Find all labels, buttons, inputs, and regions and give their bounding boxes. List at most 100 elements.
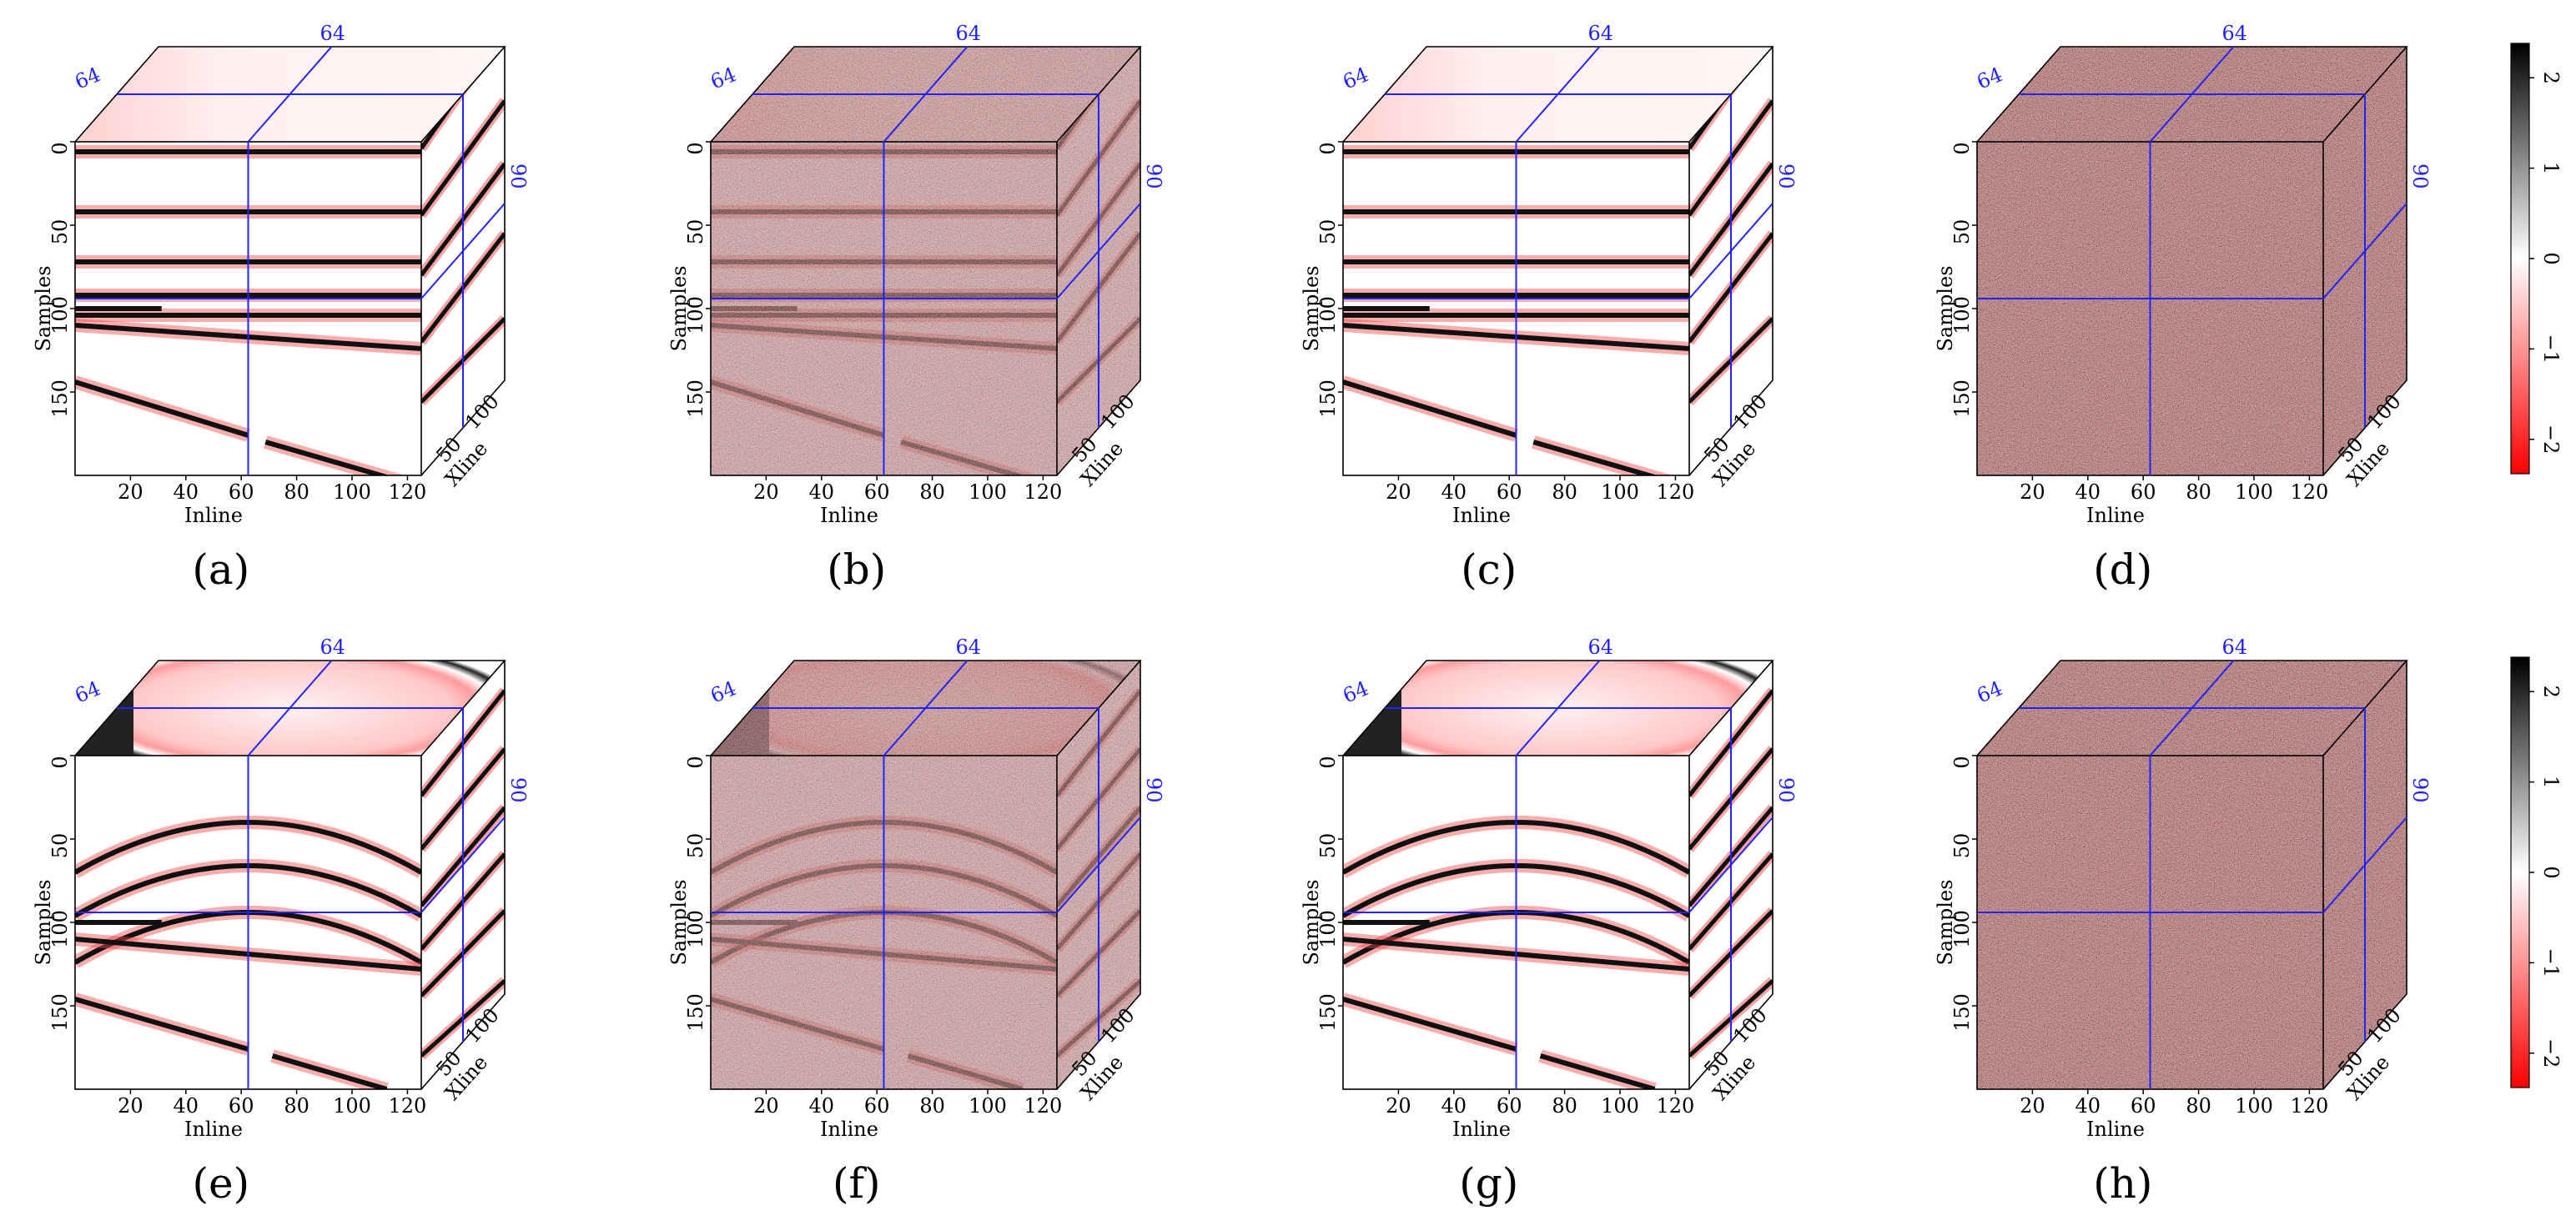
inline-tick: 60	[1497, 1094, 1522, 1118]
slice-xline-label: 64	[707, 63, 740, 93]
inline-tick: 120	[388, 480, 426, 504]
panel-label: (a)	[192, 545, 249, 594]
inline-tick: 80	[2186, 480, 2211, 504]
inline-tick: 80	[284, 480, 309, 504]
inline-axis-label: Inline	[1452, 504, 1511, 527]
samples-slice-side	[1056, 816, 1141, 913]
colorbar-tick: −1	[2539, 334, 2563, 364]
inline-tick: 40	[174, 1094, 199, 1118]
samples-tick: 50	[1950, 219, 1974, 245]
samples-axis-label: Samples	[1934, 265, 1957, 351]
samples-tick: 100	[48, 296, 72, 334]
colorbar-tick: 1	[2539, 162, 2563, 174]
inline-tick: 120	[1656, 480, 1694, 504]
samples-tick: 0	[1316, 142, 1340, 154]
inline-tick: 20	[1386, 1094, 1411, 1118]
side-frame	[420, 47, 506, 476]
inline-tick: 80	[919, 1094, 945, 1118]
samples-slice-side	[420, 203, 506, 299]
side-frame	[420, 661, 506, 1090]
colorbar-tick: −2	[2539, 1038, 2563, 1068]
inline-tick: 60	[864, 480, 890, 504]
slice-inline-label: 64	[1588, 636, 1614, 659]
inline-tick: 60	[1497, 480, 1522, 504]
samples-tick: 100	[48, 910, 72, 948]
slice-inline-label: 64	[320, 636, 346, 659]
samples-tick: 150	[48, 379, 72, 418]
inline-tick: 100	[969, 1094, 1007, 1118]
front-event	[271, 1053, 388, 1089]
panel-d: 64 64 90 0 50 100 150 Samples 20 40 60 80 100 120 Inli…	[1934, 22, 2432, 594]
inline-tick: 100	[2235, 1094, 2273, 1118]
samples-tick: 100	[1950, 296, 1974, 334]
inline-axis-label: Inline	[2086, 1118, 2145, 1141]
front-event	[75, 379, 249, 438]
slice-xline-label: 64	[72, 63, 104, 93]
inline-tick: 80	[2186, 1094, 2211, 1118]
side-frame	[2322, 661, 2407, 1090]
inline-tick: 100	[1601, 1094, 1639, 1118]
colorbar-tick: 2	[2539, 686, 2563, 698]
panel-h: 64 64 90 0 50 100 150 Samples 20 40 60 80 100 120 Inli…	[1934, 636, 2432, 1208]
samples-tick: 100	[1950, 910, 1974, 948]
inline-axis-label: Inline	[2086, 504, 2145, 527]
samples-tick: 150	[684, 993, 707, 1032]
side-frame	[1056, 47, 1141, 476]
slice-xline-label: 64	[707, 676, 740, 707]
side-frame	[1688, 47, 1774, 476]
samples-tick: 50	[48, 833, 72, 859]
slice-xline-label: 64	[1340, 676, 1372, 707]
samples-tick: 50	[684, 219, 707, 245]
slice-samples-label: 90	[1774, 777, 1798, 803]
samples-axis-label: Samples	[1300, 879, 1323, 965]
inline-tick: 100	[333, 480, 371, 504]
side-frame	[2322, 47, 2407, 476]
inline-tick: 20	[753, 1094, 779, 1118]
slice-inline-label: 64	[1588, 22, 1614, 45]
slice-samples-label: 90	[1142, 163, 1165, 189]
colorbar-tick: 1	[2539, 776, 2563, 788]
inline-tick: 100	[969, 480, 1007, 504]
inline-tick: 40	[809, 480, 835, 504]
samples-slice-side	[1688, 816, 1774, 913]
samples-slice-side	[2322, 816, 2407, 913]
panel-g: 64 64 90 0 50 100 150 Samples 20 40 60 80 100 120 Inli…	[1300, 636, 1798, 1208]
slice-samples-label: 90	[2408, 163, 2432, 189]
samples-tick: 0	[1950, 142, 1974, 154]
panel-c: 64 64 90 0 50 100 150 Samples 20 40 60 80 100 120 Inli…	[1300, 22, 1798, 594]
panel-label: (b)	[827, 545, 886, 594]
slice-inline-label: 64	[956, 22, 982, 45]
slice-lines	[1977, 46, 2407, 475]
slice-inline-label: 64	[956, 636, 982, 659]
panel-label: (g)	[1459, 1159, 1518, 1208]
front-event	[1343, 379, 1517, 438]
samples-slice-side	[2322, 203, 2407, 299]
inline-tick: 120	[2290, 1094, 2328, 1118]
slice-inline-label: 64	[320, 22, 346, 45]
inline-tick: 20	[118, 480, 143, 504]
colorbar-tick: 2	[2539, 72, 2563, 84]
colorbar-tick: 0	[2539, 252, 2563, 264]
inline-tick: 80	[1552, 480, 1577, 504]
inline-axis-label: Inline	[820, 1118, 878, 1141]
colorbar-1: 2 1 0 −1 −2	[2510, 43, 2563, 475]
inline-tick: 80	[284, 1094, 309, 1118]
inline-tick: 40	[2075, 1094, 2101, 1118]
panel-e: 64 64 90 0 50 100 150 Samples 20 40 60 80 100 120 Inli…	[32, 636, 530, 1208]
inline-tick: 40	[1441, 1094, 1467, 1118]
slice-samples-label: 90	[2408, 777, 2432, 803]
slice-inline-label: 64	[2222, 22, 2248, 45]
inline-tick: 80	[1552, 1094, 1577, 1118]
samples-tick: 150	[1950, 993, 1974, 1032]
inline-tick: 20	[2020, 480, 2045, 504]
inline-tick: 100	[2235, 480, 2273, 504]
inline-tick: 60	[2131, 1094, 2156, 1118]
inline-axis-label: Inline	[184, 1118, 243, 1141]
inline-tick: 120	[1024, 480, 1062, 504]
samples-tick: 100	[684, 910, 707, 948]
inline-tick: 20	[753, 480, 779, 504]
inline-axis-label: Inline	[184, 504, 243, 527]
samples-tick: 100	[1316, 296, 1340, 334]
samples-tick: 0	[48, 142, 72, 154]
